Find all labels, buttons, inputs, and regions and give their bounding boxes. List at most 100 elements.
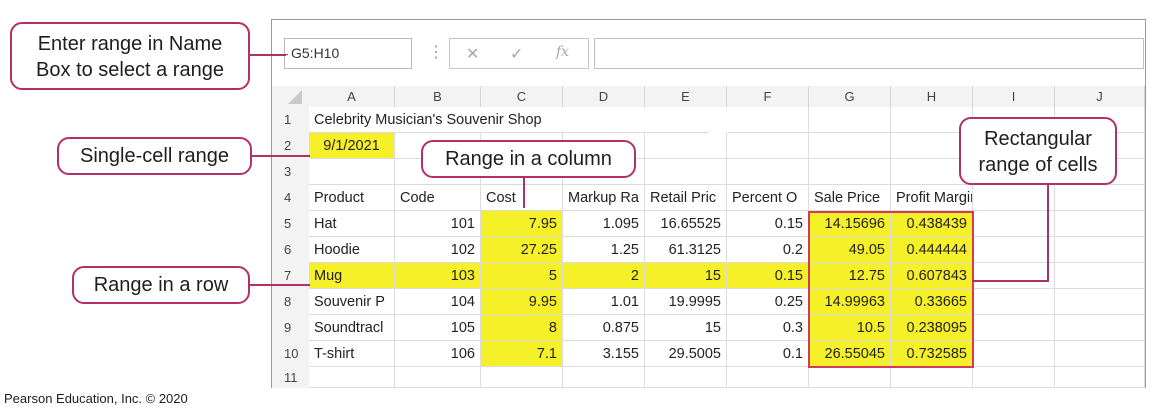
empty-cell[interactable] (1055, 367, 1145, 388)
data-cell[interactable]: Hoodie (309, 237, 395, 263)
data-cell[interactable]: 14.15696 (809, 211, 891, 237)
data-cell[interactable]: Hat (309, 211, 395, 237)
formula-bar-handle-icon[interactable]: ⋮ (428, 44, 444, 61)
cell-a2-date[interactable]: 9/1/2021 (309, 133, 395, 159)
data-cell[interactable]: Soundtracl (309, 315, 395, 341)
data-cell[interactable]: 10.5 (809, 315, 891, 341)
row-header-10[interactable]: 10 (272, 341, 309, 367)
row-header-6[interactable]: 6 (272, 237, 309, 263)
empty-cell[interactable] (973, 263, 1055, 289)
header-cell-0[interactable]: Product (309, 185, 395, 211)
empty-cell[interactable] (563, 159, 645, 185)
row-header-11[interactable]: 11 (272, 367, 309, 388)
cell-a1-title[interactable]: Celebrity Musician's Souvenir Shop (309, 107, 709, 133)
data-cell[interactable]: 1.095 (563, 211, 645, 237)
header-cell-4[interactable]: Retail Pric (645, 185, 727, 211)
data-cell[interactable]: 61.3125 (645, 237, 727, 263)
data-cell[interactable]: 0.15 (727, 263, 809, 289)
column-header-i[interactable]: I (973, 86, 1055, 107)
empty-cell[interactable] (973, 315, 1055, 341)
empty-cell[interactable] (973, 237, 1055, 263)
empty-cell[interactable] (1055, 315, 1145, 341)
insert-function-icon[interactable]: fx (556, 44, 570, 60)
column-header-j[interactable]: J (1055, 86, 1145, 107)
data-cell[interactable]: 1.01 (563, 289, 645, 315)
empty-cell[interactable] (1055, 211, 1145, 237)
data-cell[interactable]: 5 (481, 263, 563, 289)
empty-cell[interactable] (809, 159, 891, 185)
column-header-f[interactable]: F (727, 86, 809, 107)
empty-cell[interactable] (727, 133, 809, 159)
data-cell[interactable]: 12.75 (809, 263, 891, 289)
data-cell[interactable]: T-shirt (309, 341, 395, 367)
data-cell[interactable]: Mug (309, 263, 395, 289)
empty-cell[interactable] (973, 185, 1055, 211)
data-cell[interactable]: 15 (645, 315, 727, 341)
data-cell[interactable]: 0.3 (727, 315, 809, 341)
empty-cell[interactable] (309, 367, 395, 388)
data-cell[interactable]: 103 (395, 263, 481, 289)
data-cell[interactable]: 0.2 (727, 237, 809, 263)
empty-cell[interactable] (1055, 185, 1145, 211)
column-header-d[interactable]: D (563, 86, 645, 107)
data-cell[interactable]: 27.25 (481, 237, 563, 263)
header-cell-5[interactable]: Percent O (727, 185, 809, 211)
empty-cell[interactable] (727, 159, 809, 185)
empty-cell[interactable] (727, 367, 809, 388)
empty-cell[interactable] (1055, 341, 1145, 367)
data-cell[interactable]: 7.1 (481, 341, 563, 367)
column-header-g[interactable]: G (809, 86, 891, 107)
empty-cell[interactable] (481, 367, 563, 388)
empty-cell[interactable] (645, 133, 727, 159)
data-cell[interactable]: 0.25 (727, 289, 809, 315)
column-header-b[interactable]: B (395, 86, 481, 107)
empty-cell[interactable] (645, 159, 727, 185)
data-cell[interactable]: 2 (563, 263, 645, 289)
empty-cell[interactable] (1055, 289, 1145, 315)
data-cell[interactable]: 0.607843 (891, 263, 973, 289)
data-cell[interactable]: 7.95 (481, 211, 563, 237)
empty-cell[interactable] (973, 289, 1055, 315)
select-all-corner[interactable] (272, 86, 309, 107)
data-cell[interactable]: 0.1 (727, 341, 809, 367)
header-cell-1[interactable]: Code (395, 185, 481, 211)
row-header-4[interactable]: 4 (272, 185, 309, 211)
empty-cell[interactable] (973, 367, 1055, 388)
column-header-h[interactable]: H (891, 86, 973, 107)
confirm-icon[interactable]: ✓ (510, 46, 524, 63)
data-cell[interactable]: 16.65525 (645, 211, 727, 237)
row-header-2[interactable]: 2 (272, 133, 309, 159)
empty-cell[interactable] (727, 107, 809, 133)
data-cell[interactable]: 15 (645, 263, 727, 289)
data-cell[interactable]: 0.33665 (891, 289, 973, 315)
data-cell[interactable]: 102 (395, 237, 481, 263)
data-cell[interactable]: 0.438439 (891, 211, 973, 237)
column-header-e[interactable]: E (645, 86, 727, 107)
data-cell[interactable]: 105 (395, 315, 481, 341)
header-cell-3[interactable]: Markup Ra (563, 185, 645, 211)
empty-cell[interactable] (1055, 237, 1145, 263)
data-cell[interactable]: 26.55045 (809, 341, 891, 367)
data-cell[interactable]: 9.95 (481, 289, 563, 315)
cancel-icon[interactable]: ✕ (466, 46, 480, 63)
header-cell-7[interactable]: Profit Margin (891, 185, 973, 211)
empty-cell[interactable] (809, 133, 891, 159)
empty-cell[interactable] (563, 367, 645, 388)
row-header-5[interactable]: 5 (272, 211, 309, 237)
empty-cell[interactable] (1055, 263, 1145, 289)
data-cell[interactable]: 0.444444 (891, 237, 973, 263)
data-cell[interactable]: 0.15 (727, 211, 809, 237)
row-header-3[interactable]: 3 (272, 159, 309, 185)
row-header-9[interactable]: 9 (272, 315, 309, 341)
data-cell[interactable]: 14.99963 (809, 289, 891, 315)
data-cell[interactable]: 106 (395, 341, 481, 367)
data-cell[interactable]: 29.5005 (645, 341, 727, 367)
data-cell[interactable]: 104 (395, 289, 481, 315)
empty-cell[interactable] (395, 367, 481, 388)
column-header-c[interactable]: C (481, 86, 563, 107)
data-cell[interactable]: 0.875 (563, 315, 645, 341)
row-header-8[interactable]: 8 (272, 289, 309, 315)
empty-cell[interactable] (645, 367, 727, 388)
header-cell-6[interactable]: Sale Price (809, 185, 891, 211)
empty-cell[interactable] (973, 341, 1055, 367)
